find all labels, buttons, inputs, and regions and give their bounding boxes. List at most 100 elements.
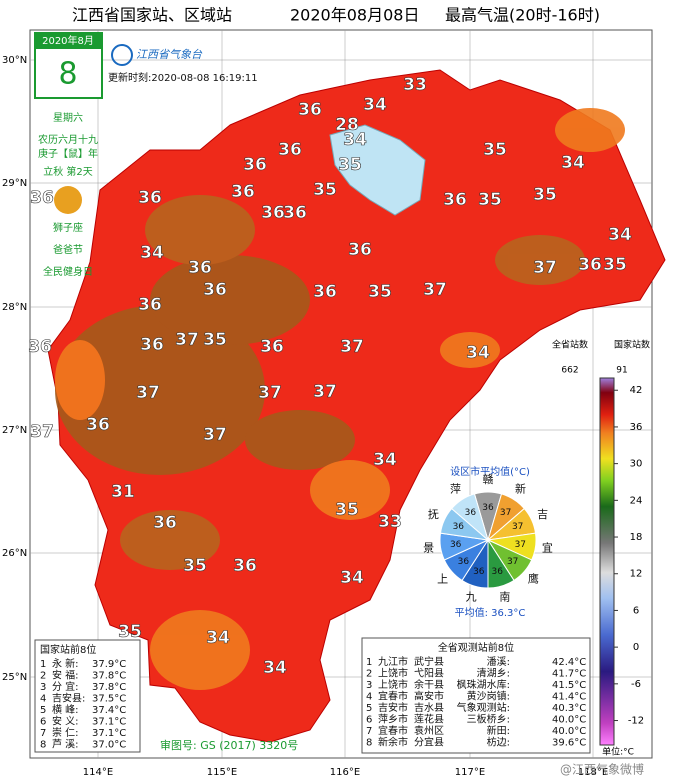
ranking-cell: 黄沙岗镇: [467,690,510,703]
temperature-label: 36 [153,513,177,533]
temperature-label: 37 [175,330,199,350]
ranking-title: 全省观测站前8位 [438,641,514,654]
temperature-label: 36 [348,240,372,260]
ranking-cell: 37.1°C [92,728,126,739]
ranking-cell: 6 [366,715,372,726]
calendar-header [35,33,102,49]
temperature-label: 36 [140,335,164,355]
ranking-cell: 37.0°C [92,740,126,751]
temperature-label: 34 [340,568,364,588]
temperature-label: 35 [478,190,502,210]
temperature-label: 36 [188,258,212,278]
pie-value: 36 [482,503,494,513]
ranking-cell: 气象观测站: [457,701,510,714]
temperature-label: 34 [140,243,164,263]
zone-37 [150,255,310,345]
ranking-cell: 41.4°C [552,692,586,703]
ranking-cell: 清湖乡: [477,667,510,680]
longitude-label: 114°E [83,767,113,778]
temperature-label: 36 [86,415,110,435]
zone-35 [55,340,105,420]
temperature-label: 34 [466,343,490,363]
ranking-cell: 横 峰: [52,703,79,716]
ranking-cell: 4 [366,692,372,703]
ranking-cell: 2 [366,669,372,680]
poyang-lake [329,124,426,216]
national-ranking: 国家站前8位 1 永 新: 37.9°C 2 安 福: 37.8°C 3 分 宜: 37.8°C 4… [34,639,141,753]
pie-city: 赣 [483,472,494,486]
temperature-label: 36 [443,190,467,210]
ranking-cell: 5 [366,703,372,714]
temperature-label: 34 [263,658,287,678]
ranking-cell: 37.9°C [92,659,126,670]
temperature-label: 35 [338,155,362,175]
colorbar-tick-label: 6 [633,605,639,616]
ranking-cell: 分宜县 [414,736,444,749]
temperature-label: 34 [373,450,397,470]
ranking-cell: 吉安县: [52,692,85,705]
ranking-cell: 高安市 [414,690,444,703]
ranking-cell: 新田: [487,724,510,737]
latitude-label: 28°N [2,302,27,313]
ranking-cell: 余干县 [414,678,444,691]
ranking-cell: 3 [40,682,46,693]
pie-slice [451,493,489,542]
logo: 江西省气象台 [136,48,203,61]
colorbar-count: 91 [616,366,627,376]
colorbar-tick-label: 42 [630,385,643,396]
pie-city: 抚 [428,507,439,521]
zodiac: 狮子座 [53,221,83,234]
watermark: @江西气象微博 [560,762,644,777]
temperature-label: 35 [118,622,142,642]
ranking-cell: 6 [40,717,46,728]
ranking-title: 国家站前8位 [40,643,96,656]
temperature-label: 35 [203,330,227,350]
ranking-cell: 1 [40,659,46,670]
ranking-cell: 7 [40,728,46,739]
pie-city: 新 [515,482,526,496]
temperature-label: 35 [313,180,337,200]
ranking-cell: 42.4°C [552,657,586,668]
longitude-label: 117°E [455,767,485,778]
festival: 爸爸节 [53,243,83,256]
temperature-label: 34 [561,153,585,173]
pie-value: 36 [491,567,503,577]
longitude-label: 115°E [207,767,237,778]
ranking-cell: 41.7°C [552,669,586,680]
ranking-cell: 宜春市 [378,690,408,703]
colorbar-header: 国家站数 [614,339,650,351]
temperature-label: 37 [423,280,447,300]
ranking-cell: 武宁县 [414,655,444,668]
temperature-label: 33 [378,512,402,532]
ranking-cell: 上饶市 [378,678,408,691]
calendar-month: 2020年8月 [42,34,94,47]
temperature-label: 28 [335,115,359,135]
ranking-cell: 37.8°C [92,671,126,682]
solar-term: 立秋 第2天 [43,165,93,178]
pie-chart: 设区市平均值(°C) 36 赣 37 新 37 吉 37 宜 37 鹰 36 南 36 九 36 上 36 景 36 抚… [423,465,553,619]
latitude-label: 29°N [2,178,27,189]
ranking-cell: 莲花县 [414,713,444,726]
colorbar-tick-label: 24 [630,495,643,506]
ranking-cell: 37.5°C [92,694,126,705]
ranking-cell: 弋阳县 [414,667,444,680]
temperature-label: 36 [28,337,52,357]
temperature-label: 37 [203,425,227,445]
temperature-label: 34 [343,130,367,150]
ranking-cell: 上饶市 [378,667,408,680]
colorbar-bar [599,377,615,746]
pie-city: 景 [423,542,434,555]
ranking-cell: 37.4°C [92,705,126,716]
temperature-label: 36 [278,140,302,160]
temperature-label: 37 [258,383,282,403]
latitude-label: 26°N [2,548,27,559]
ranking-cell: 8 [366,738,372,749]
temperature-label: 31 [111,482,135,502]
zone-35 [440,332,500,368]
ranking-cell: 吉安市 [378,701,408,714]
pie-city: 上 [437,572,448,585]
ranking-cell: 安 福: [52,669,79,682]
ranking-cell: 宜春市 [378,724,408,737]
